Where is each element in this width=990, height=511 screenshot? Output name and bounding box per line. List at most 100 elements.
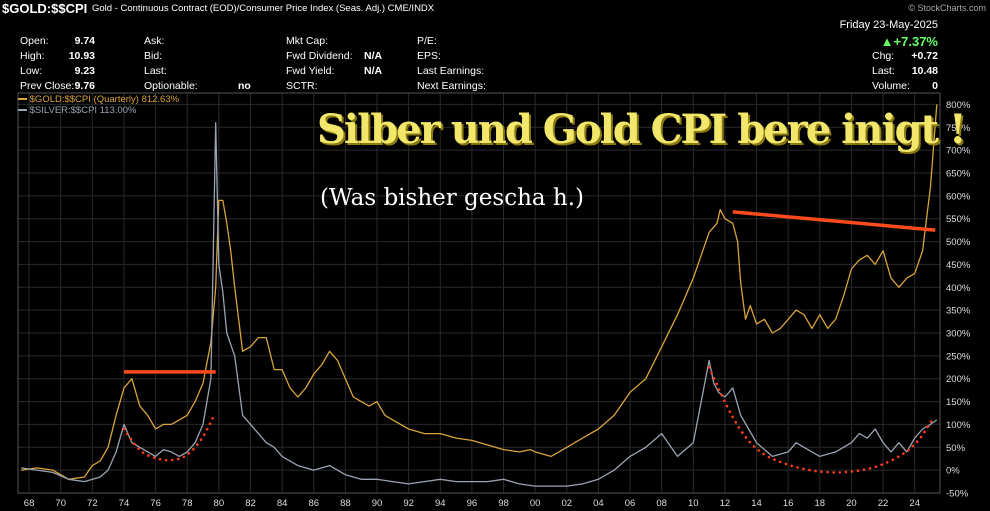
y-tick-label: 550% <box>946 214 971 225</box>
x-tick-label: 84 <box>277 498 288 509</box>
quote-label: Next Earnings: <box>417 80 486 92</box>
quote-label: Fwd Dividend: <box>286 50 353 62</box>
y-tick-label: 300% <box>946 329 971 340</box>
y-tick-label: 600% <box>946 191 971 202</box>
y-tick-label: 500% <box>946 237 971 248</box>
x-tick-label: 74 <box>119 498 130 509</box>
resistance-line <box>732 210 936 232</box>
quote-col-2: Ask: Bid: Last: Optionable: <box>144 34 198 94</box>
quote-label: P/E: <box>417 35 437 47</box>
y-axis: -50% 0% 50% 100% 150% 200% 250% 300% 350% 400% 450… <box>946 100 971 500</box>
legend-item-silver: $SILVER:$$CPI 113.00% <box>18 105 179 116</box>
title-bar: $GOLD:$$CPI Gold - Continuous Contract (… <box>0 0 990 18</box>
quote-label: Prev Close: <box>20 80 75 92</box>
y-tick-label: 700% <box>946 146 971 157</box>
quote-label: Ask: <box>144 35 165 47</box>
low-value: 9.23 <box>74 65 95 77</box>
x-tick-label: 76 <box>150 498 161 509</box>
quote-label: Last: <box>872 65 895 77</box>
x-tick-label: 96 <box>467 498 478 509</box>
quote-label: Bid: <box>144 50 163 62</box>
quote-label: SCTR: <box>286 80 318 92</box>
brand-watermark: © StockCharts.com <box>908 3 986 13</box>
chg-value: +0.72 <box>911 50 938 62</box>
x-tick-label: 06 <box>625 498 636 509</box>
y-tick-label: 150% <box>946 397 971 408</box>
ticker-description: Gold - Continuous Contract (EOD)/Consume… <box>92 3 435 14</box>
x-tick-label: 24 <box>909 498 920 509</box>
annotation-overlays <box>122 210 936 474</box>
fwd-dividend-value: N/A <box>364 50 383 62</box>
quote-col-3: Mkt Cap: Fwd Dividend: Fwd Yield: SCTR: <box>286 34 353 94</box>
legend-swatch-silver <box>18 109 27 112</box>
x-tick-label: 02 <box>561 498 572 509</box>
y-tick-label: 100% <box>946 420 971 431</box>
y-tick-label: 450% <box>946 260 971 271</box>
x-tick-label: 94 <box>435 498 446 509</box>
legend-label-silver: $SILVER:$$CPI 113.00% <box>29 105 137 116</box>
y-tick-label: 400% <box>946 283 971 294</box>
legend-label-gold: $GOLD:$$CPI (Quarterly) 812.63% <box>29 94 180 105</box>
quote-label: Last: <box>144 65 167 77</box>
quote-label: Optionable: <box>144 80 198 92</box>
ticker-symbol: $GOLD:$$CPI <box>2 1 88 16</box>
y-tick-label: 250% <box>946 351 971 362</box>
x-tick-label: 70 <box>55 498 66 509</box>
x-tick-label: 22 <box>878 498 889 509</box>
y-tick-label: 750% <box>946 123 971 134</box>
y-tick-label: 650% <box>946 169 971 180</box>
x-tick-label: 78 <box>182 498 193 509</box>
series-lines <box>21 104 938 487</box>
legend-item-gold: $GOLD:$$CPI (Quarterly) 812.63% <box>18 94 179 105</box>
volume-value: 0 <box>932 80 938 92</box>
x-tick-label: 98 <box>498 498 509 509</box>
x-tick-label: 10 <box>688 498 699 509</box>
x-tick-label: 88 <box>340 498 351 509</box>
last-value: 10.48 <box>911 65 938 77</box>
x-tick-label: 90 <box>372 498 383 509</box>
x-tick-label: 08 <box>656 498 667 509</box>
x-tick-label: 80 <box>214 498 225 509</box>
optionable-value: no <box>238 80 251 92</box>
quote-col-4: P/E: EPS: Last Earnings: Next Earnings: <box>417 34 486 94</box>
dotted-support-arc <box>122 413 216 462</box>
quote-col-5: Chg: Last: Volume: <box>872 49 910 94</box>
quote-label: Volume: <box>872 80 910 92</box>
y-tick-label: 0% <box>946 466 960 477</box>
x-axis: 68 70 72 74 76 78 80 82 84 86 88 90 92 94 96 98 00 02 04 06… <box>24 498 920 509</box>
x-tick-label: 14 <box>751 498 762 509</box>
x-tick-label: 12 <box>720 498 731 509</box>
pct-change: ▲+7.37% <box>880 34 938 49</box>
x-tick-label: 92 <box>403 498 414 509</box>
annotation-subline: (Was bisher gescha h.) <box>320 185 585 211</box>
prev-close-value: 9.76 <box>74 80 95 92</box>
quote-label: Open: <box>20 35 49 47</box>
y-tick-label: 200% <box>946 374 971 385</box>
open-value: 9.74 <box>74 35 95 47</box>
quote-label: EPS: <box>417 50 441 62</box>
silver-cpi-line <box>21 122 938 487</box>
annotation-headline: Silber und Gold CPI bere inigt ! <box>317 106 967 153</box>
y-tick-label: -50% <box>946 489 969 500</box>
x-tick-label: 82 <box>245 498 256 509</box>
fwd-yield-value: N/A <box>364 65 383 77</box>
chart-grid <box>18 93 940 494</box>
x-tick-label: 04 <box>593 498 604 509</box>
legend-swatch-gold <box>18 98 27 101</box>
quote-label: Fwd Yield: <box>286 65 335 77</box>
plot-frame <box>17 92 941 494</box>
x-tick-label: 18 <box>815 498 826 509</box>
quote-date: Friday 23-May-2025 <box>839 19 938 31</box>
x-tick-label: 72 <box>87 498 98 509</box>
y-tick-label: 350% <box>946 306 971 317</box>
x-tick-label: 68 <box>24 498 35 509</box>
dotted-support-arc <box>707 365 935 474</box>
x-tick-label: 00 <box>530 498 541 509</box>
gold-cpi-line <box>21 104 938 480</box>
quote-label: Mkt Cap: <box>286 35 329 47</box>
high-value: 10.93 <box>68 50 95 62</box>
quote-label: Chg: <box>872 50 895 62</box>
y-tick-label: 50% <box>946 443 966 454</box>
